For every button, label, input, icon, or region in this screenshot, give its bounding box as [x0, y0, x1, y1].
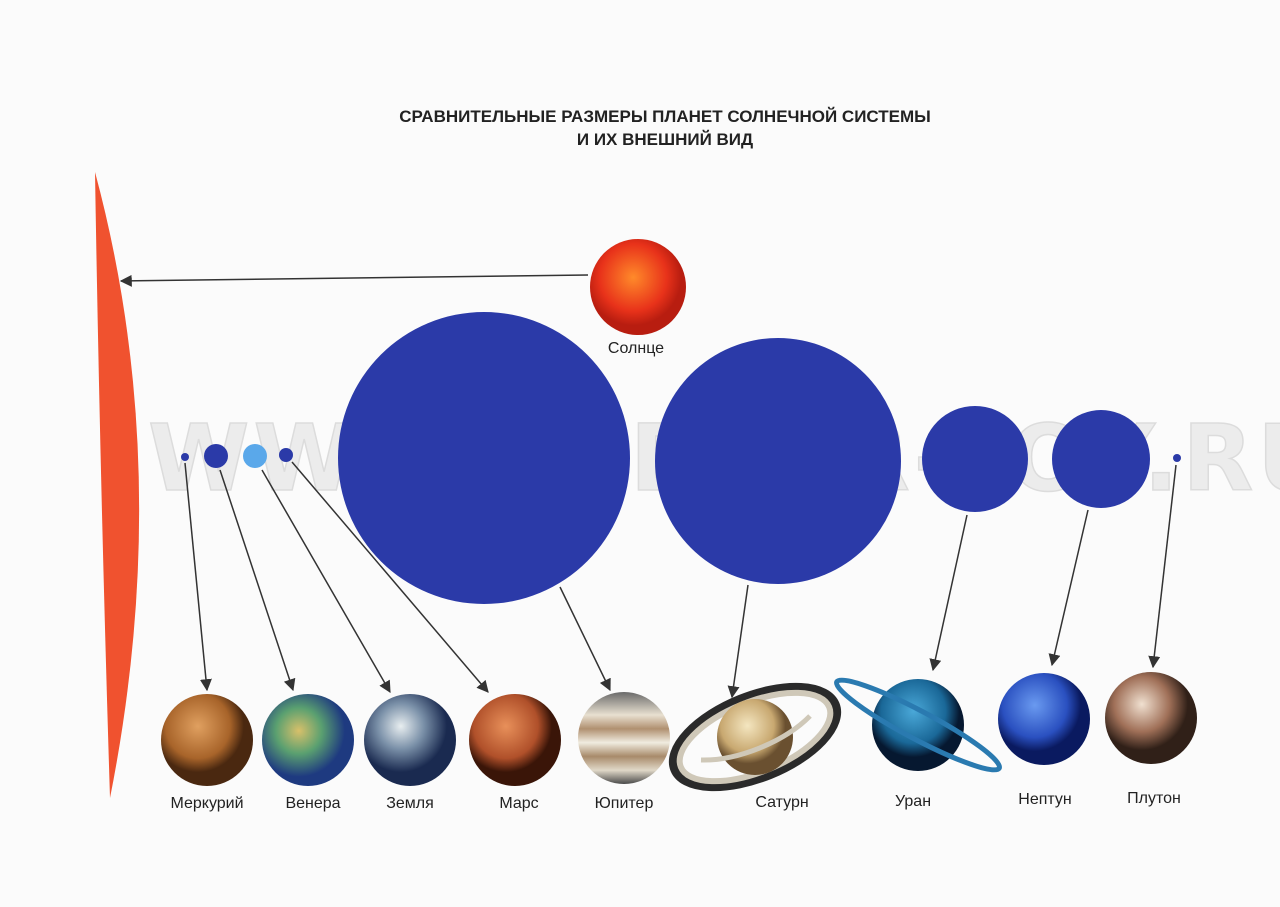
jupiter-arrow	[559, 586, 611, 692]
arrows	[184, 461, 1177, 699]
sun-label: Солнце	[608, 340, 664, 357]
earth-arrow	[261, 469, 391, 694]
title-line-2: И ИХ ВНЕШНИЙ ВИД	[576, 130, 754, 149]
mars-arrow	[291, 461, 489, 693]
neptune-label: Нептун	[1018, 791, 1071, 808]
venus-scale-circle	[204, 444, 228, 468]
pluto-scale-circle	[1173, 454, 1181, 462]
neptune-scale-circle	[1052, 410, 1150, 508]
mercury-arrow	[184, 462, 212, 692]
pluto-arrow	[1148, 464, 1177, 669]
uranus-arrow	[929, 514, 968, 672]
pluto-label: Плутон	[1127, 790, 1181, 807]
mercury-scale-circle	[181, 453, 189, 461]
uranus-label: Уран	[895, 793, 931, 810]
sun-image	[590, 239, 686, 335]
uranus-image	[834, 677, 1002, 773]
sun-edge-arc	[95, 172, 140, 798]
earth-image	[364, 694, 456, 786]
jupiter-scale-circle	[338, 312, 630, 604]
venus-label: Венера	[285, 795, 340, 812]
earth-label: Земля	[386, 795, 434, 812]
mercury-label: Меркурий	[170, 795, 243, 812]
venus-arrow	[219, 469, 296, 692]
venus-image	[262, 694, 354, 786]
mars-label: Марс	[499, 795, 538, 812]
uranus-scale-circle	[922, 406, 1028, 512]
title-line-1: СРАВНИТЕЛЬНЫЕ РАЗМЕРЫ ПЛАНЕТ СОЛНЕЧНОЙ С…	[399, 107, 931, 126]
pluto-image	[1105, 672, 1197, 764]
sun-arrow	[119, 274, 589, 287]
saturn-label: Сатурн	[755, 794, 808, 811]
saturn-arrow	[727, 584, 749, 699]
jupiter-label: Юпитер	[595, 795, 654, 812]
scale-circles	[181, 312, 1181, 604]
saturn-scale-circle	[655, 338, 901, 584]
mercury-image	[161, 694, 253, 786]
mars-scale-circle	[279, 448, 293, 462]
saturn-image	[668, 682, 842, 792]
jupiter-image	[578, 692, 670, 784]
neptune-arrow	[1048, 509, 1089, 667]
earth-scale-circle	[243, 444, 267, 468]
mars-image	[469, 694, 561, 786]
neptune-image	[998, 673, 1090, 765]
